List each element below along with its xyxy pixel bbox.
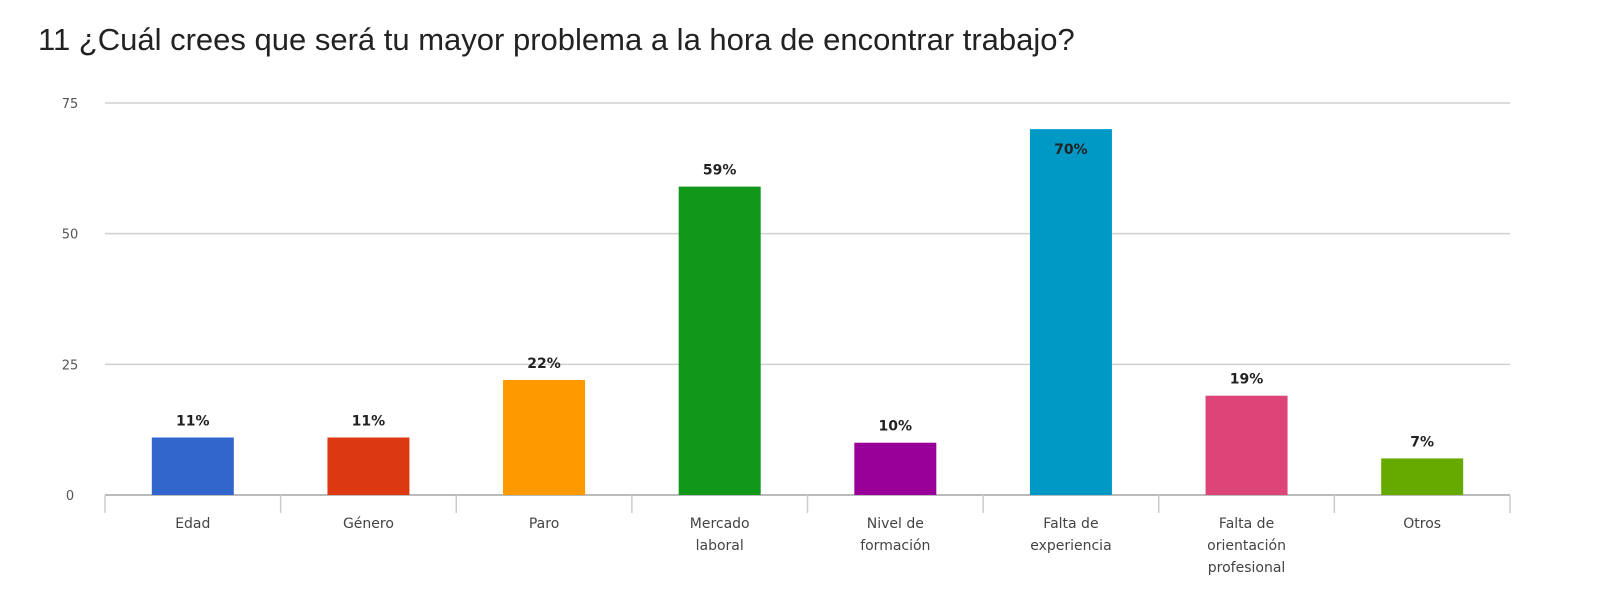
x-category-label: Mercado: [690, 516, 750, 532]
x-category-label: Edad: [175, 516, 210, 532]
x-category-label: orientación: [1207, 538, 1286, 554]
x-category-label: Paro: [529, 516, 559, 532]
x-category-label: laboral: [696, 538, 744, 554]
bar-5: [1029, 129, 1112, 495]
y-tick-label: 50: [62, 228, 79, 243]
bar-1: [327, 437, 410, 495]
chart-title: 11 ¿Cuál crees que será tu mayor problem…: [38, 22, 1075, 57]
data-label: 10%: [879, 419, 913, 435]
data-label: 19%: [1230, 372, 1264, 388]
data-label: 59%: [703, 163, 737, 179]
data-label: 11%: [176, 414, 210, 430]
data-label: 70%: [1054, 142, 1088, 158]
x-category-label: Falta de: [1043, 516, 1098, 532]
x-category-label: Nivel de: [867, 516, 924, 532]
bar-6: [1205, 395, 1288, 495]
x-category-label: Falta de: [1219, 516, 1274, 532]
bar-2: [503, 380, 586, 495]
data-label: 11%: [352, 414, 386, 430]
x-category-label: profesional: [1208, 560, 1286, 576]
bar-3: [678, 186, 761, 496]
bar-7: [1381, 458, 1464, 495]
x-category-label: Otros: [1403, 516, 1441, 532]
data-label: 7%: [1410, 434, 1434, 450]
bar-4: [854, 442, 937, 495]
y-tick-label: 0: [66, 489, 74, 504]
y-tick-label: 25: [62, 358, 79, 373]
data-label: 22%: [527, 356, 561, 372]
bar-0: [151, 437, 234, 495]
x-category-label: formación: [860, 538, 930, 554]
x-category-label: experiencia: [1030, 538, 1111, 554]
x-category-label: Género: [343, 516, 394, 532]
y-tick-label: 75: [62, 97, 79, 112]
